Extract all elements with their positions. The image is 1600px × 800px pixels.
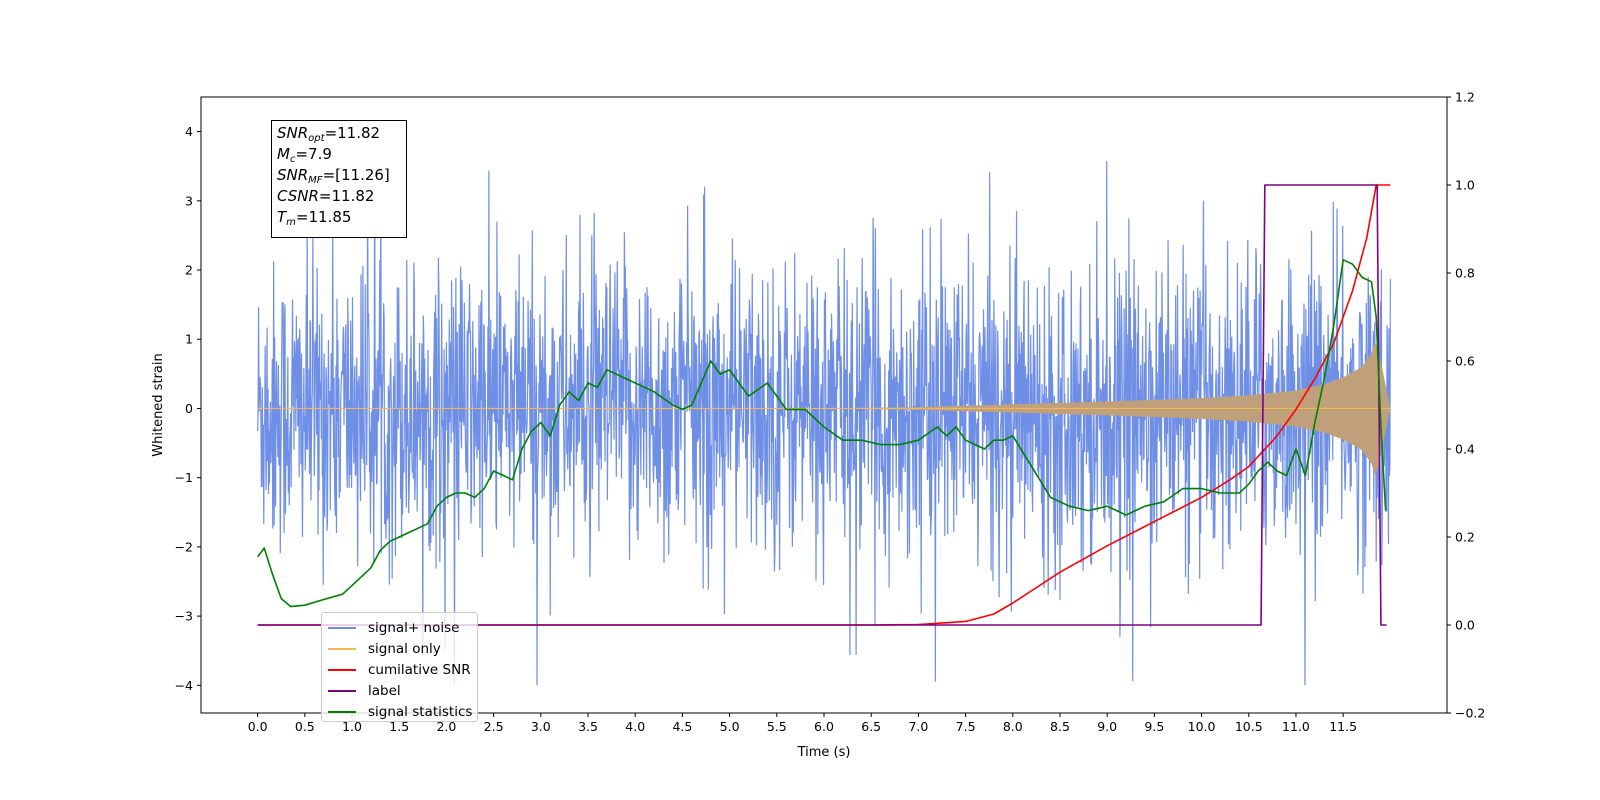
y-axis-ticks: 4 3 2 1 0 −1 −2 −3 −4 [175,124,201,693]
annotation-snr-mf: SNRMF=[11.26] [277,166,390,186]
y-tick-label: −3 [175,609,193,624]
annotation-box: SNRopt=11.82 Mc=7.9 SNRMF=[11.26] CSNR=1… [271,120,407,238]
legend-swatch [328,710,356,713]
y2-tick-label: −0.2 [1455,706,1485,721]
series-cumulative-snr [257,184,1391,626]
legend-item-label: label [328,680,477,701]
legend-label: signal statistics [368,703,473,720]
x-tick-label: 8.5 [1050,719,1070,734]
annotation-mc: Mc=7.9 [277,145,332,165]
y2-tick-label: 0.4 [1455,442,1475,457]
y-tick-label: 3 [185,193,193,208]
x-tick-label: 11.5 [1329,719,1357,734]
legend-label: label [368,682,401,699]
series-label [257,184,1387,626]
x-tick-label: 11.0 [1282,719,1310,734]
x-tick-label: 4.0 [625,719,645,734]
y-axis-label: Whitened strain [151,353,166,456]
x-tick-label: 7.5 [956,719,976,734]
x-tick-label: 10.5 [1235,719,1263,734]
x-tick-label: 0.0 [248,719,268,734]
legend-swatch [328,689,356,692]
y-tick-label: 4 [185,124,193,139]
legend-item-signal-statistics: signal statistics [328,701,477,722]
legend-swatch [328,668,356,671]
legend-item-signal-only: signal only [328,638,477,659]
legend-label: signal+ noise [368,619,460,636]
legend: signal+ noise signal only cumilative SNR… [321,612,478,722]
annotation-tm: Tm=11.85 [277,208,352,228]
x-tick-label: 1.5 [389,719,409,734]
x-tick-label: 3.5 [578,719,598,734]
series-signal-noise [257,131,1391,686]
legend-label: signal only [368,640,441,657]
legend-label: cumilative SNR [368,661,471,678]
y2-tick-label: 0.2 [1455,530,1475,545]
x-tick-label: 4.5 [672,719,692,734]
y-tick-label: 1 [185,332,193,347]
x-tick-label: 5.5 [767,719,787,734]
legend-item-signal-noise: signal+ noise [328,617,477,638]
y-tick-label: −4 [175,678,193,693]
series-signal-statistics [257,259,1387,608]
y2-axis-ticks: 1.2 1.0 0.8 0.6 0.4 0.2 0.0 −0.2 [1447,90,1485,721]
y-tick-label: −1 [175,470,193,485]
x-tick-label: 6.0 [814,719,834,734]
y2-tick-label: 0.0 [1455,618,1475,633]
x-tick-label: 9.5 [1144,719,1164,734]
y2-tick-label: 1.0 [1455,178,1475,193]
x-tick-label: 1.0 [342,719,362,734]
x-tick-label: 9.0 [1097,719,1117,734]
x-axis-label: Time (s) [797,745,851,760]
y-tick-label: 2 [185,263,193,278]
annotation-snr-opt: SNRopt=11.82 [277,124,381,144]
plot-area [257,131,1391,686]
x-tick-label: 5.0 [720,719,740,734]
legend-swatch [328,647,356,650]
x-tick-label: 2.0 [436,719,456,734]
y-tick-label: 0 [185,401,193,416]
y-tick-label: −2 [175,539,193,554]
legend-item-cumulative-snr: cumilative SNR [328,659,477,680]
x-tick-label: 10.0 [1188,719,1216,734]
x-tick-label: 2.5 [484,719,504,734]
x-tick-label: 6.5 [861,719,881,734]
x-tick-label: 0.5 [295,719,315,734]
x-tick-label: 7.0 [908,719,928,734]
y2-tick-label: 0.6 [1455,354,1475,369]
y2-tick-label: 0.8 [1455,266,1475,281]
x-tick-label: 3.0 [531,719,551,734]
y2-tick-label: 1.2 [1455,90,1475,105]
legend-swatch [328,626,356,629]
annotation-csnr: CSNR=11.82 [277,187,375,205]
x-tick-label: 8.0 [1003,719,1023,734]
x-axis-ticks: 0.0 0.5 1.0 1.5 2.0 2.5 3.0 3.5 4.0 4.5 5.0 5.5 6.0 6… [248,713,1357,734]
